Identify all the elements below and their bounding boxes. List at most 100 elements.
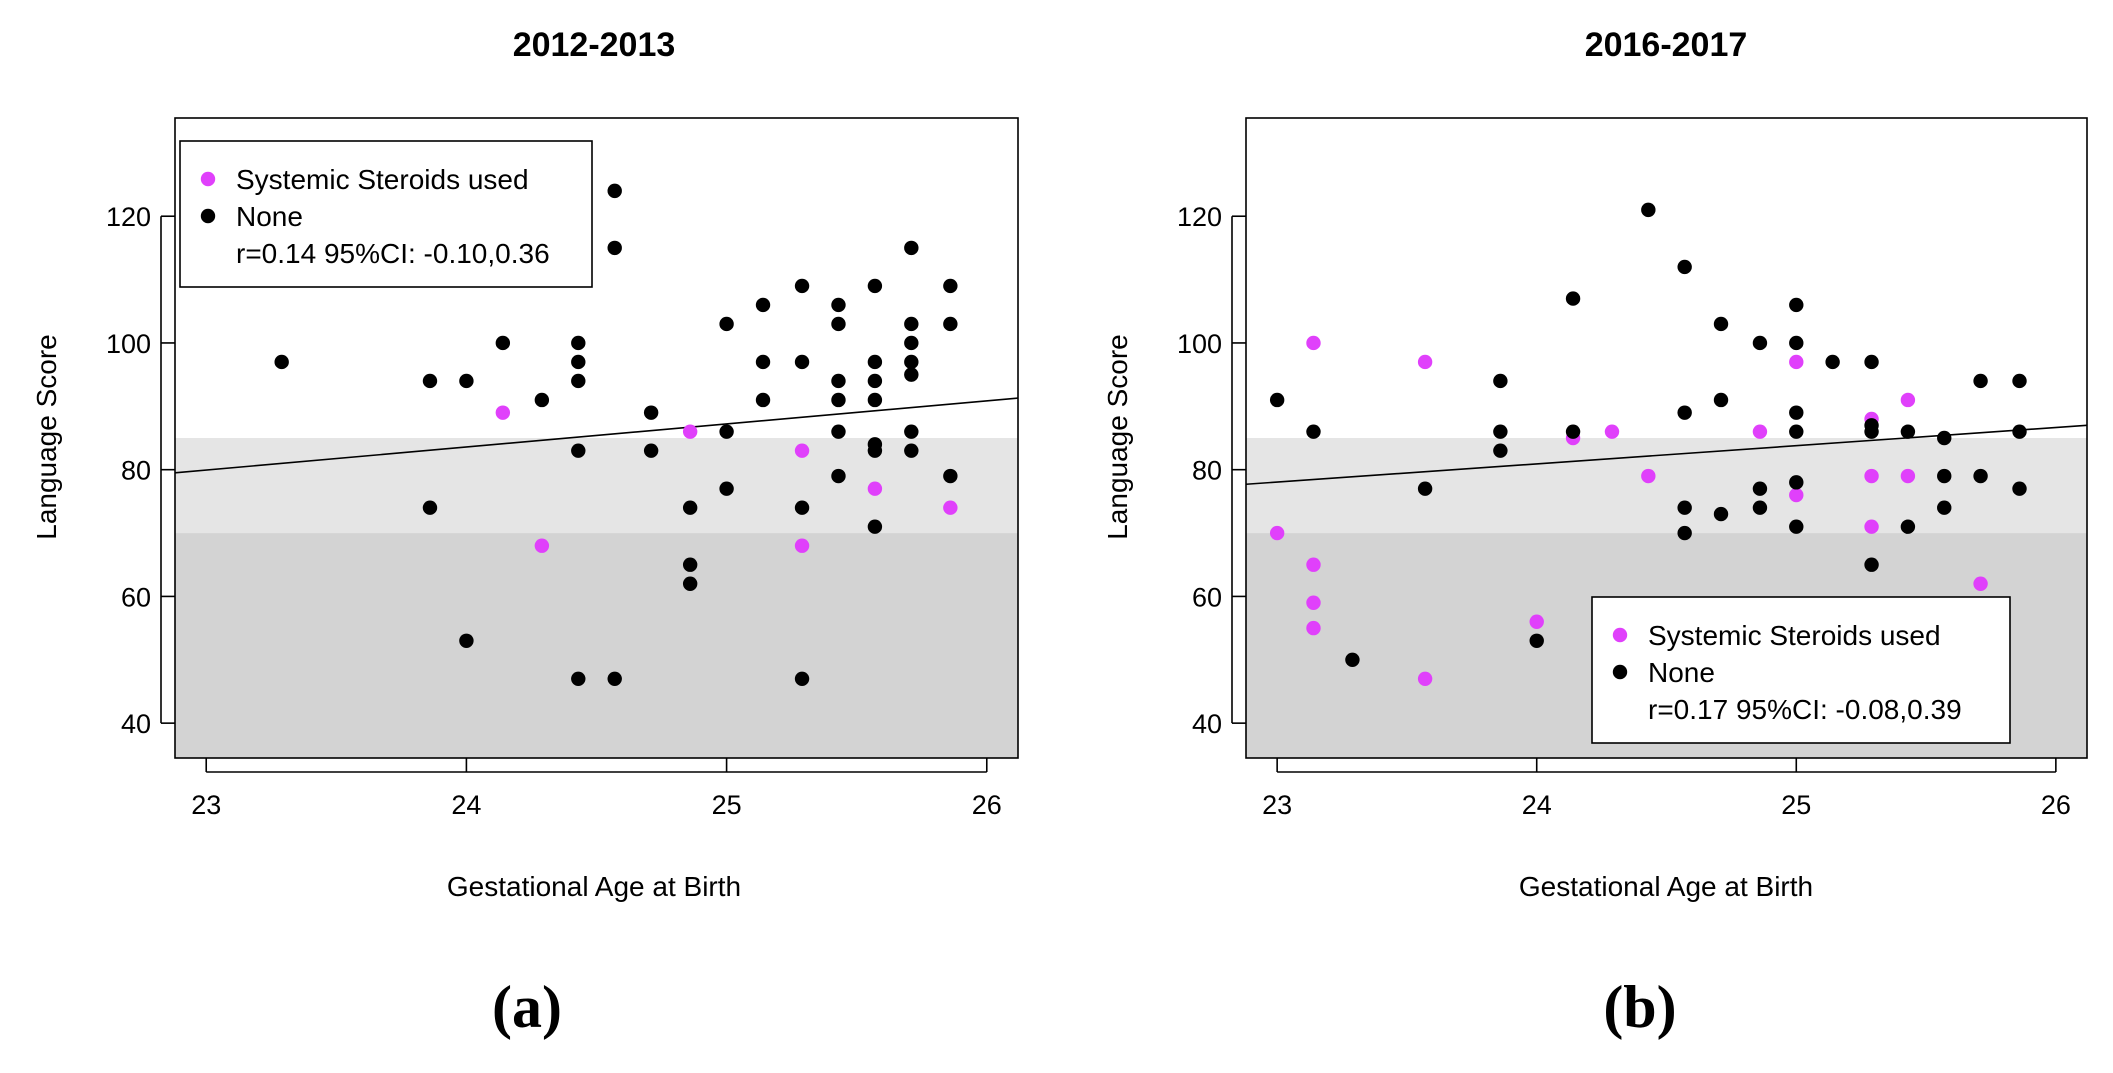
panel-label: (b) [1603,974,1676,1040]
legend-stat: r=0.17 95%CI: -0.08,0.39 [1648,694,1962,725]
data-point-steroids [867,481,883,496]
chart-title: 2016-2017 [1585,26,1748,64]
data-point-none [831,392,846,408]
data-point-none [904,443,919,458]
data-point-steroids [1306,595,1321,610]
data-point-none [831,468,846,484]
data-point-none [1789,475,1804,490]
data-point-steroids [534,538,550,553]
data-point-none [943,316,958,332]
data-point-steroids [1306,557,1321,572]
data-point-none [904,240,919,256]
data-point-none [719,424,734,439]
data-point-none [1306,424,1321,439]
data-point-none [867,373,883,389]
legend-marker [1612,664,1628,680]
data-point-none [274,354,289,370]
data-point-steroids [1900,392,1916,408]
legend-marker [200,171,216,187]
x-tick-label: 24 [451,790,481,820]
data-point-none [794,278,810,294]
data-point-none [1493,373,1508,389]
data-point-none [867,392,883,408]
legend-box [1591,596,2011,744]
chart-panel-a: 2012-2013 23 24 25 26 40 60 80 100 120 Systemic S… [31,26,1019,1040]
data-point-steroids [794,538,810,553]
data-point-none [1900,424,1916,439]
data-point-steroids [1417,354,1433,370]
data-point-none [831,316,846,332]
data-point-none [422,373,438,389]
data-point-steroids [794,443,810,458]
legend-label: None [1648,657,1715,688]
y-tick-label: 40 [1192,709,1222,739]
data-point-none [1789,335,1804,351]
data-point-none [794,671,810,686]
data-point-none [831,297,846,313]
data-point-none [2012,424,2027,439]
data-point-none [904,335,919,351]
data-point-steroids [1900,468,1916,484]
data-point-none [571,335,586,351]
data-point-none [1973,468,1988,484]
data-point-none [534,392,550,408]
data-point-none [495,335,511,351]
x-tick-label: 23 [1262,790,1292,820]
x-axis-label: Gestational Age at Birth [447,871,741,902]
data-point-none [1900,519,1916,534]
data-point-none [1269,392,1285,408]
data-point-steroids [1529,614,1544,629]
data-point-none [1937,500,1952,515]
data-point-none [831,424,846,439]
data-point-none [943,278,958,294]
y-tick-label: 60 [1192,582,1222,612]
legend-label: Systemic Steroids used [236,164,529,195]
data-point-steroids [1306,620,1321,636]
data-point-none [571,373,586,389]
legend-label: None [236,201,303,232]
data-point-none [1752,500,1768,515]
data-point-none [2012,481,2027,496]
data-point-none [831,373,846,389]
data-point-none [1789,519,1804,534]
data-point-none [904,354,919,370]
data-point-steroids [495,405,511,420]
data-point-none [459,633,474,648]
data-point-none [1713,316,1729,332]
data-point-none [1752,335,1768,351]
data-point-steroids [1864,468,1879,484]
data-point-steroids [1864,519,1879,534]
y-tick-label: 80 [1192,456,1222,486]
y-tick-label: 100 [106,329,151,359]
data-point-none [719,481,734,496]
x-tick-label: 25 [712,790,742,820]
data-point-none [1493,424,1508,439]
data-point-none [643,443,659,458]
legend-marker [200,208,216,224]
y-tick-label: 40 [121,709,151,739]
data-point-none [1973,373,1988,389]
data-point-none [1493,443,1508,458]
data-point-steroids [1417,671,1433,686]
data-point-none [794,354,810,370]
data-point-none [755,392,771,408]
data-point-none [1789,297,1804,313]
data-point-steroids [1752,424,1768,439]
legend-marker [1612,627,1628,643]
y-tick-label: 60 [121,582,151,612]
data-point-none [1937,430,1952,446]
data-point-none [643,405,659,420]
data-point-none [422,500,438,515]
data-point-steroids [943,500,958,515]
y-axis-label: Language Score [1102,334,1133,540]
reference-band [175,533,1018,758]
x-tick-label: 23 [191,790,221,820]
plot-frame [1245,117,2088,759]
y-tick-label: 120 [106,202,151,232]
data-point-steroids [682,424,698,439]
y-tick-label: 100 [1177,329,1222,359]
data-point-none [1677,405,1692,420]
data-point-steroids [1789,487,1804,503]
legend-stat: r=0.14 95%CI: -0.10,0.36 [236,238,550,269]
data-point-none [755,297,771,313]
